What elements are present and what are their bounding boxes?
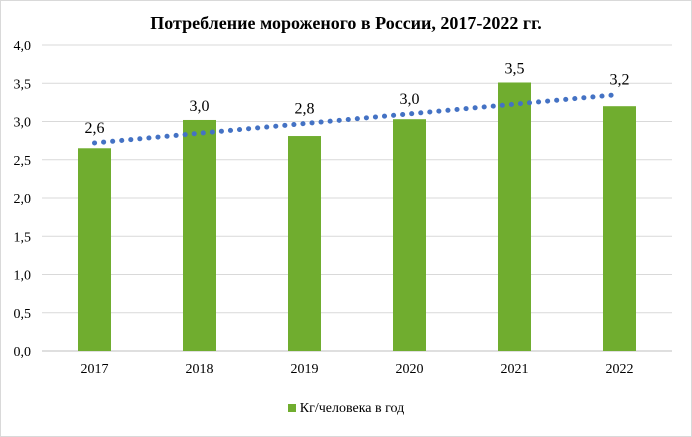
- x-tick-label: 2018: [186, 362, 214, 377]
- y-tick-label: 1,5: [14, 230, 32, 245]
- legend: Кг/человека в год: [0, 401, 692, 417]
- data-label: 2,8: [295, 101, 315, 118]
- bar: [603, 106, 636, 351]
- bar: [78, 148, 111, 351]
- bar: [183, 119, 216, 351]
- y-tick-label: 1,0: [14, 269, 32, 284]
- y-tick-label: 0,5: [14, 307, 32, 322]
- bar: [393, 119, 426, 351]
- x-tick-label: 2021: [501, 362, 529, 377]
- data-label: 3,0: [400, 91, 420, 108]
- data-label: 3,0: [190, 98, 210, 115]
- y-tick-label: 0,0: [14, 345, 32, 360]
- x-tick-label: 2020: [396, 362, 424, 377]
- chart-title: Потребление мороженого в России, 2017-20…: [150, 13, 542, 33]
- y-tick-label: 3,5: [14, 77, 32, 92]
- legend-swatch: [287, 404, 296, 412]
- x-tick-label: 2019: [291, 362, 319, 377]
- y-tick-label: 2,5: [14, 154, 32, 169]
- legend-label: Кг/человека в год: [299, 401, 405, 416]
- data-label: 3,5: [505, 60, 525, 77]
- x-tick-label: 2017: [81, 362, 109, 377]
- y-tick-label: 3,0: [14, 116, 32, 131]
- bar: [288, 136, 321, 351]
- data-label: 2,6: [85, 120, 105, 137]
- y-tick-label: 2,0: [14, 192, 32, 207]
- trendline: [92, 91, 622, 146]
- x-tick-label: 2022: [606, 362, 634, 377]
- data-label: 3,2: [610, 71, 630, 88]
- bar: [498, 82, 531, 352]
- y-tick-label: 4,0: [14, 39, 32, 54]
